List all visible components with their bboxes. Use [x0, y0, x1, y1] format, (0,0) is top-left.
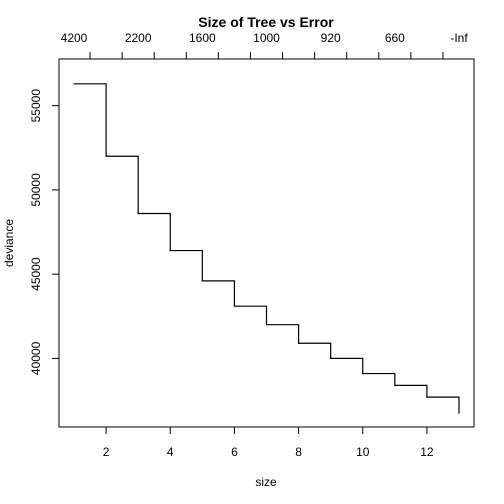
- step-point: [330, 357, 332, 360]
- top-tick-label: 1600: [189, 31, 216, 45]
- y-axis-label: deviance: [2, 219, 16, 267]
- x-tick-label: 12: [420, 445, 434, 459]
- step-point: [233, 305, 236, 307]
- step-point: [137, 212, 139, 215]
- step-point: [169, 249, 171, 252]
- y-tick-label: 50000: [29, 173, 43, 207]
- x-tick-label: 8: [295, 445, 302, 459]
- step-point: [73, 83, 75, 85]
- x-tick-label: 2: [103, 445, 110, 459]
- step-point: [201, 280, 203, 282]
- top-tick-label: 2200: [125, 31, 152, 45]
- plot-frame: [58, 58, 475, 428]
- step-point: [362, 372, 364, 375]
- step-point: [458, 404, 460, 407]
- step-point: [105, 155, 107, 157]
- step-point: [426, 396, 428, 398]
- x-axis-label: size: [255, 475, 277, 489]
- y-axis: 40000 45000 50000 55000: [29, 89, 60, 375]
- deviance-step-series: [74, 83, 460, 414]
- x-tick-label: 4: [167, 445, 174, 459]
- y-tick-label: 40000: [29, 341, 43, 375]
- chart-title: Size of Tree vs Error: [198, 14, 334, 30]
- top-tick-label: 920: [321, 31, 341, 45]
- x-tick-label: 10: [356, 445, 370, 459]
- top-tick-label: 4200: [61, 31, 88, 45]
- top-tick-label: 1000: [253, 31, 280, 45]
- y-tick-label: 55000: [29, 89, 43, 123]
- x-axis: 2 4 6 8 10 12: [103, 426, 434, 459]
- step-point: [265, 324, 268, 326]
- step-point: [297, 342, 300, 344]
- y-tick-label: 45000: [29, 257, 43, 291]
- top-tick-label: 660: [385, 31, 405, 45]
- top-tick-label: -Inf: [450, 31, 468, 45]
- x-tick-label: 6: [231, 445, 238, 459]
- step-points: [73, 83, 460, 407]
- top-axis: 4200 2200 1600 1000 920 660 -Inf: [61, 31, 468, 60]
- step-point: [394, 384, 396, 386]
